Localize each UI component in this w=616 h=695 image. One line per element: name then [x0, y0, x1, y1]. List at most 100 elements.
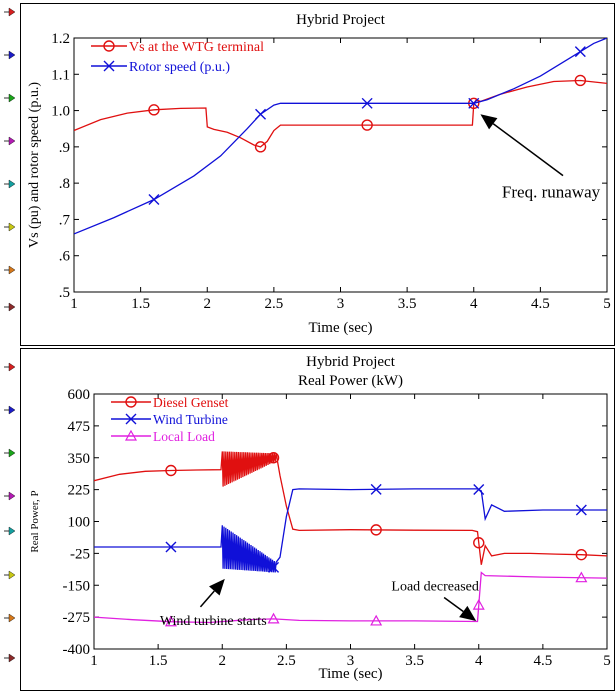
top-x-tick-label: 3.5 — [398, 296, 417, 312]
bottom-legend-local-load-label: Local Load — [153, 429, 215, 444]
bottom-legend-wind-turbine-marker — [125, 413, 137, 425]
top-chart-panel: Hybrid Project 1 1.5 2 2.5 3 3.5 4 4.5 5 .5 .6 .7 .8.… — [20, 3, 615, 346]
top-y-tick-label: .5 — [59, 285, 70, 301]
side-marker-15 — [8, 653, 16, 663]
bottom-series-local-load-marker — [370, 614, 383, 626]
top-series-rotor-speed-p-u--marker — [255, 108, 267, 120]
side-marker-6 — [8, 265, 16, 275]
bottom-series-wind-turbine-marker — [268, 561, 280, 573]
bottom-series-wind-turbine-marker — [165, 541, 177, 553]
bottom-series-wind-turbine-marker — [370, 483, 382, 495]
top-series-vs-at-the-wtg-terminal-line — [74, 79, 607, 148]
bottom-plot-group — [94, 451, 607, 627]
bottom-y-tick-label: 350 — [68, 451, 91, 467]
top-x-tick-label: 2.5 — [265, 296, 284, 312]
bottom-series-local-load-line — [94, 571, 607, 624]
side-marker-12 — [8, 526, 16, 536]
bottom-x-tick-label: 1 — [90, 653, 98, 669]
top-y-tick-label: 1.1 — [51, 67, 70, 83]
side-marker-column — [4, 7, 16, 663]
top-x-tick-label: 3 — [337, 296, 345, 312]
bottom-series-diesel-genset-marker — [473, 537, 485, 549]
top-x-tick-label: 2 — [204, 296, 212, 312]
bottom-legend-wind-turbine-label: Wind Turbine — [153, 412, 228, 427]
bottom-x-axis-label: Time (sec) — [318, 666, 382, 682]
top-x-tick-label: 5 — [603, 296, 611, 312]
side-marker-11 — [8, 491, 16, 501]
top-y-tick-label: .8 — [59, 176, 70, 192]
bottom-y-tick-label: 225 — [68, 483, 91, 499]
top-annotation-0-arrow-head — [480, 114, 498, 130]
side-marker-14 — [8, 613, 16, 623]
top-y-axis-label: Vs (pu) and rotor speed (p.u.) — [27, 82, 42, 248]
side-marker-4 — [8, 179, 16, 189]
side-marker-9 — [8, 405, 16, 415]
top-y-tick-label: .7 — [59, 212, 71, 228]
bottom-chart-panel: Hybrid Project Real Power (kW) 1 1.5 2 2.5 3 3.… — [20, 348, 615, 691]
bottom-x-tick-label: 1.5 — [149, 653, 168, 669]
bottom-y-tick-label: 100 — [68, 515, 91, 531]
bottom-chart-subtitle: Real Power (kW) — [298, 373, 403, 389]
side-marker-0 — [8, 7, 16, 17]
top-series-vs-at-the-wtg-terminal-marker — [574, 74, 587, 87]
bottom-y-axis-label: Real Power, P — [29, 490, 41, 552]
side-marker-5 — [8, 222, 16, 232]
bottom-series-diesel-genset-marker — [267, 452, 280, 464]
bottom-legend-diesel-genset-marker — [125, 396, 137, 408]
top-plot-area — [73, 37, 608, 293]
top-legend-rotor-speed-p-u--label: Rotor speed (p.u.) — [129, 60, 230, 75]
side-marker-10 — [8, 448, 16, 458]
top-annotation-0-arrow-shaft — [492, 123, 564, 177]
bottom-legend-local-load-marker — [124, 429, 138, 441]
bottom-series-local-load-marker — [164, 615, 177, 627]
top-series-vs-at-the-wtg-terminal-marker — [361, 119, 373, 131]
bottom-x-tick-label: 4.5 — [534, 653, 553, 669]
top-series-rotor-speed-p-u--line — [74, 38, 607, 235]
bottom-series-wind-turbine-marker — [575, 504, 587, 516]
top-y-tick-label: .9 — [59, 140, 70, 156]
top-x-tick-label: 4 — [470, 296, 478, 312]
top-series-rotor-speed-p-u--marker — [148, 193, 160, 205]
top-y-tick-label: 1.2 — [51, 31, 70, 47]
side-marker-7 — [8, 302, 16, 312]
bottom-annotation-1-arrow-head — [459, 605, 477, 621]
side-marker-13 — [8, 570, 16, 580]
bottom-series-diesel-genset-line — [94, 451, 607, 565]
bottom-x-tick-label: 2.5 — [277, 653, 296, 669]
bottom-y-tick-label: -25 — [70, 546, 90, 562]
bottom-series-diesel-genset-marker — [370, 524, 382, 536]
side-marker-1 — [8, 50, 16, 60]
top-y-tick-label: 1.0 — [51, 104, 70, 120]
bottom-y-tick-label: 600 — [68, 387, 91, 403]
bottom-annotation-0-arrow-shaft — [199, 590, 215, 608]
top-chart-svg: Hybrid Project 1 1.5 2 2.5 3 3.5 4 4.5 5 .5 .6 .7 .8.… — [27, 12, 611, 336]
top-legend-vs-at-the-wtg-terminal-marker — [103, 40, 115, 52]
top-legend-vs-at-the-wtg-terminal-label: Vs at the WTG terminal — [129, 40, 264, 55]
top-y-tick-label: .6 — [59, 249, 71, 265]
bottom-y-tick-label: -150 — [63, 578, 91, 594]
bottom-x-tick-label: 4 — [475, 653, 483, 669]
top-series-vs-at-the-wtg-terminal-marker — [254, 141, 267, 153]
top-chart-title: Hybrid Project — [296, 12, 386, 28]
top-x-axis-label: Time (sec) — [308, 320, 372, 336]
bottom-x-tick-label: 3 — [347, 653, 355, 669]
top-series-rotor-speed-p-u--marker — [468, 97, 480, 109]
bottom-series-local-load-marker — [575, 571, 588, 583]
top-plot-group — [74, 38, 607, 235]
top-series-vs-at-the-wtg-terminal-marker — [148, 104, 160, 116]
top-x-tick-label: 1 — [70, 296, 78, 312]
bottom-annotation-0-arrow-head — [209, 578, 225, 596]
bottom-series-wind-turbine-line — [94, 488, 607, 573]
bottom-legend-diesel-genset-label: Diesel Genset — [153, 395, 229, 410]
bottom-series-diesel-genset-marker — [575, 548, 588, 561]
bottom-series-local-load-marker — [267, 612, 280, 624]
top-x-tick-label: 4.5 — [531, 296, 550, 312]
bottom-x-tick-label: 5 — [603, 653, 611, 669]
bottom-x-tick-label: 2 — [219, 653, 227, 669]
top-legend-rotor-speed-p-u--marker — [103, 60, 115, 72]
bottom-series-diesel-genset-marker — [165, 464, 177, 477]
side-marker-8 — [8, 362, 16, 372]
top-series-rotor-speed-p-u--marker — [361, 97, 373, 109]
side-marker-3 — [8, 136, 16, 146]
